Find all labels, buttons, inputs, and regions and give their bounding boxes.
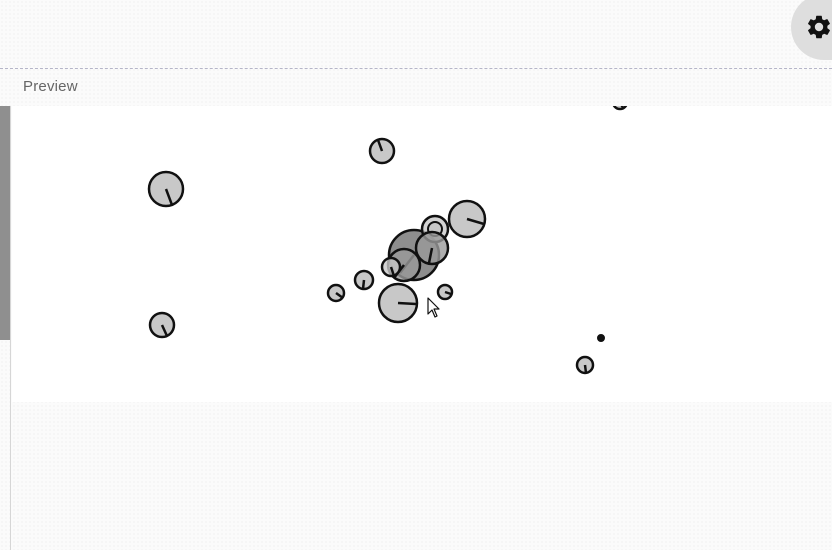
circle-body [414, 230, 450, 266]
scrollbar-track[interactable] [0, 106, 11, 550]
circle-body [377, 282, 419, 324]
circle-body [447, 199, 487, 239]
circle-body [148, 311, 176, 339]
circle-body [147, 170, 185, 208]
circle-body [380, 256, 402, 278]
section-divider [0, 68, 832, 69]
circle-body [575, 355, 595, 375]
gear-icon [805, 13, 832, 41]
physics-simulation [147, 106, 628, 375]
circle-body [353, 269, 375, 291]
preview-canvas[interactable] [12, 106, 832, 402]
settings-button[interactable] [791, 0, 832, 60]
pointer-arrow-icon [427, 297, 441, 324]
scrollbar-thumb[interactable] [0, 106, 10, 340]
circle-body [368, 137, 396, 165]
preview-label: Preview [23, 78, 78, 95]
circle-body [612, 106, 628, 111]
circle-body [436, 283, 454, 301]
circle-body [326, 283, 346, 303]
circle-body [597, 334, 605, 342]
